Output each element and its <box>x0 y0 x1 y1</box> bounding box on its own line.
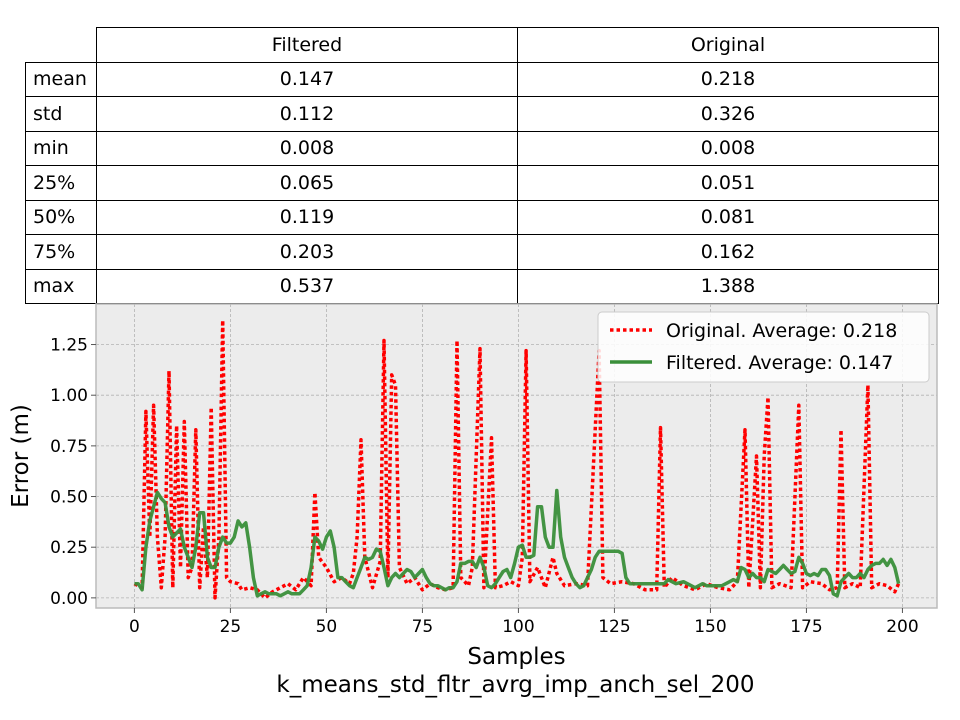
column-header-filtered: Filtered <box>96 27 518 63</box>
table-row: max 0.537 1.388 <box>25 268 939 304</box>
y-axis-label: Error (m) <box>8 404 34 508</box>
x-axis-label: Samples <box>467 644 565 670</box>
x-tick-label: 100 <box>502 617 534 637</box>
table-row: min 0.008 0.008 <box>25 130 939 166</box>
table-row: 50% 0.119 0.081 <box>25 199 939 235</box>
x-tick-label: 200 <box>886 617 918 637</box>
x-tick-label: 125 <box>598 617 630 637</box>
legend-label-original: Original. Average: 0.218 <box>666 320 897 342</box>
table-header-row: Filtered Original <box>26 27 939 63</box>
cell-filtered: 0.119 <box>96 199 518 235</box>
cell-original: 0.081 <box>517 199 939 235</box>
x-tick-label: 0 <box>129 617 140 637</box>
y-tick-label: 1.00 <box>50 386 88 406</box>
legend-label-filtered: Filtered. Average: 0.147 <box>666 352 893 374</box>
table-row: 25% 0.065 0.051 <box>25 165 939 201</box>
cell-original: 0.051 <box>517 165 939 201</box>
plot-frame <box>95 303 938 609</box>
stats-table: Filtered Original mean 0.147 0.218 std 0… <box>25 27 939 304</box>
series-filtered-line <box>134 488 901 598</box>
cell-original: 1.388 <box>517 268 939 304</box>
axis-ticks: 0 25 50 75 100 125 150 175 200 0.00 0.25 0.50 0.75 1.… <box>50 336 919 637</box>
row-label: 50% <box>25 199 97 235</box>
y-tick-label: 0.25 <box>50 538 88 558</box>
x-tick-label: 150 <box>694 617 726 637</box>
cell-original: 0.008 <box>517 130 939 166</box>
table-row: std 0.112 0.326 <box>25 96 939 132</box>
series-lines <box>133 318 901 600</box>
row-label: max <box>25 268 97 304</box>
y-tick-label: 0.50 <box>50 488 88 508</box>
cell-filtered: 0.065 <box>96 165 518 201</box>
x-tick-label: 175 <box>790 617 822 637</box>
legend-box <box>597 311 930 383</box>
x-tick-label: 50 <box>316 617 338 637</box>
cell-original: 0.326 <box>517 96 939 132</box>
cell-filtered: 0.008 <box>96 130 518 166</box>
cell-original: 0.162 <box>517 234 939 270</box>
table-row: 75% 0.203 0.162 <box>25 234 939 270</box>
cell-filtered: 0.537 <box>96 268 518 304</box>
cell-filtered: 0.112 <box>96 96 518 132</box>
row-label: min <box>25 130 97 166</box>
legend: Original. Average: 0.218 Filtered. Averag… <box>597 311 930 383</box>
cell-filtered: 0.147 <box>96 61 518 97</box>
y-tick-label: 0.00 <box>50 589 88 609</box>
column-header-original: Original <box>517 27 939 63</box>
y-tick-label: 0.75 <box>50 437 88 457</box>
y-tick-label: 1.25 <box>50 336 88 356</box>
x-tick-label: 25 <box>220 617 242 637</box>
x-tick-label: 75 <box>412 617 434 637</box>
table-row: mean 0.147 0.218 <box>25 61 939 97</box>
row-label: 25% <box>25 165 97 201</box>
chart-subtitle: k_means_std_fltr_avrg_imp_anch_sel_200 <box>276 672 754 698</box>
grid-lines <box>96 304 937 608</box>
